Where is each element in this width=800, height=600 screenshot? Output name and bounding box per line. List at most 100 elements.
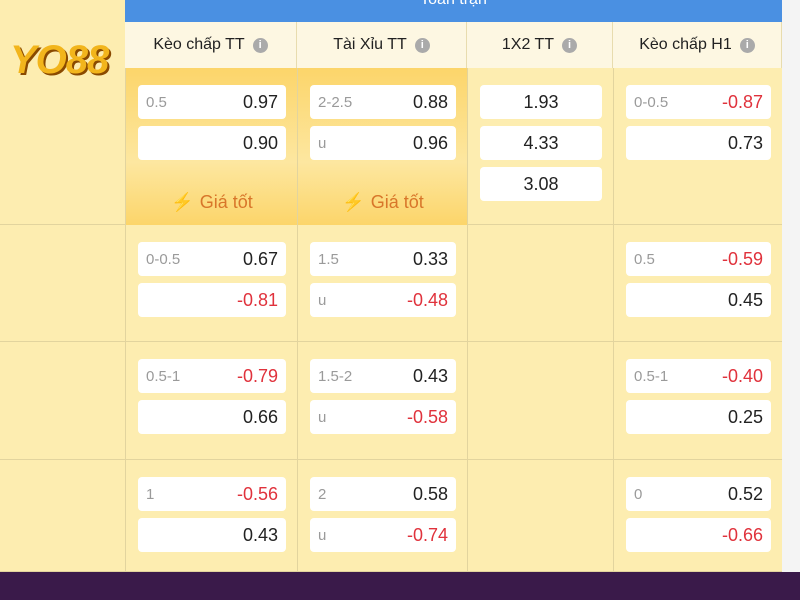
odds-cell: 0.5 0.97 0.90 ⚡ Giá tốt <box>125 68 297 225</box>
odds-value: 0.52 <box>727 483 763 504</box>
odds-value: 0.43 <box>412 365 448 386</box>
odds-value: -0.81 <box>236 289 278 310</box>
odds-box[interactable]: 0-0.5 0.67 <box>138 242 286 276</box>
odds-box[interactable]: 1.93 <box>480 85 602 119</box>
odds-cell: 0.5 -0.59 0.45 <box>613 225 782 342</box>
odds-line: u <box>318 408 327 426</box>
row-divider <box>0 341 782 342</box>
odds-value: 3.08 <box>523 173 559 194</box>
odds-cell: 0.5-1 -0.79 0.66 <box>125 342 297 460</box>
odds-box[interactable]: u -0.74 <box>310 518 456 552</box>
column-title: Kèo chấp H1 <box>639 36 732 53</box>
odds-box[interactable]: 0.5 0.97 <box>138 85 286 119</box>
scroll-area <box>782 0 800 572</box>
header-title: Toàn trận <box>125 0 782 9</box>
odds-value: -0.66 <box>721 524 763 545</box>
odds-cell: 0-0.5 0.67 -0.81 <box>125 225 297 342</box>
bolt-icon: ⚡ <box>342 192 365 212</box>
odds-value: 0.97 <box>242 91 278 112</box>
odds-line: 1.5-2 <box>318 367 353 385</box>
odds-value: 0.73 <box>727 132 763 153</box>
odds-box[interactable]: 0.5-1 -0.79 <box>138 359 286 393</box>
odds-value: 0.88 <box>412 91 448 112</box>
odds-cell: 0-0.5 -0.87 0.73 <box>613 68 782 225</box>
odds-box[interactable]: 0.5-1 -0.40 <box>626 359 771 393</box>
odds-value: 0.45 <box>727 289 763 310</box>
odds-value: 0.33 <box>412 248 448 269</box>
header-bar: Toàn trận <box>125 0 782 22</box>
info-icon: i <box>562 37 578 53</box>
odds-value: 0.66 <box>242 406 278 427</box>
footer-bar <box>0 572 800 600</box>
odds-box[interactable]: 0.5 -0.59 <box>626 242 771 276</box>
odds-box[interactable]: 0.45 <box>626 283 771 317</box>
odds-cell: 1.5 0.33 u -0.48 <box>297 225 467 342</box>
odds-line: u <box>318 526 327 544</box>
row-divider <box>0 571 782 572</box>
odds-box[interactable]: 0-0.5 -0.87 <box>626 85 771 119</box>
odds-value: -0.48 <box>406 289 448 310</box>
column-header: Kèo chấp TT i <box>125 22 297 68</box>
odds-cell: 1 -0.56 0.43 <box>125 460 297 572</box>
odds-box[interactable]: 1.5 0.33 <box>310 242 456 276</box>
best-price-badge: ⚡ Giá tốt <box>298 192 468 213</box>
odds-value: -0.87 <box>721 91 763 112</box>
logo: YO88 <box>10 38 109 82</box>
odds-value: 0.25 <box>727 406 763 427</box>
odds-value: -0.56 <box>236 483 278 504</box>
odds-box[interactable]: -0.81 <box>138 283 286 317</box>
odds-value: 0.90 <box>242 132 278 153</box>
badge-text: Giá tốt <box>199 192 253 212</box>
odds-value: 1.93 <box>523 91 559 112</box>
odds-line: 1.5 <box>318 250 339 268</box>
odds-box[interactable]: u -0.58 <box>310 400 456 434</box>
info-icon: i <box>739 37 755 53</box>
odds-box[interactable]: 0.90 <box>138 126 286 160</box>
odds-cell: 0 0.52 -0.66 <box>613 460 782 572</box>
odds-box[interactable]: 0 0.52 <box>626 477 771 511</box>
odds-line: 0.5-1 <box>634 367 669 385</box>
odds-box[interactable]: u 0.96 <box>310 126 456 160</box>
odds-box[interactable]: 1.5-2 0.43 <box>310 359 456 393</box>
info-icon: i <box>252 37 268 53</box>
column-header: Tài Xỉu TT i <box>297 22 467 68</box>
odds-box[interactable]: 3.08 <box>480 167 602 201</box>
column-header: Kèo chấp H1 i <box>613 22 782 68</box>
odds-box[interactable]: 0.43 <box>138 518 286 552</box>
info-icon: i <box>414 37 430 53</box>
odds-line: 0 <box>634 485 643 503</box>
odds-box[interactable]: 0.73 <box>626 126 771 160</box>
odds-cell: 0.5-1 -0.40 0.25 <box>613 342 782 460</box>
odds-box[interactable]: 1 -0.56 <box>138 477 286 511</box>
odds-line: 0-0.5 <box>634 93 669 111</box>
best-price-badge: ⚡ Giá tốt <box>126 192 298 213</box>
odds-line: 0.5-1 <box>146 367 181 385</box>
odds-box[interactable]: -0.66 <box>626 518 771 552</box>
odds-box[interactable]: 2 0.58 <box>310 477 456 511</box>
odds-value: -0.40 <box>721 365 763 386</box>
odds-value: -0.58 <box>406 406 448 427</box>
odds-box[interactable]: u -0.48 <box>310 283 456 317</box>
odds-box[interactable]: 0.25 <box>626 400 771 434</box>
odds-box[interactable]: 2-2.5 0.88 <box>310 85 456 119</box>
column-header: 1X2 TT i <box>467 22 613 68</box>
odds-value: 0.58 <box>412 483 448 504</box>
odds-line: 2-2.5 <box>318 93 353 111</box>
odds-value: 0.96 <box>412 132 448 153</box>
odds-value: -0.74 <box>406 524 448 545</box>
odds-line: u <box>318 134 327 152</box>
odds-value: -0.79 <box>236 365 278 386</box>
odds-cell <box>467 342 613 460</box>
odds-box[interactable]: 4.33 <box>480 126 602 160</box>
odds-cell: 2-2.5 0.88 u 0.96 ⚡ Giá tốt <box>297 68 467 225</box>
row-divider <box>0 459 782 460</box>
odds-line: 1 <box>146 485 155 503</box>
column-title: 1X2 TT <box>501 36 555 53</box>
odds-line: 0-0.5 <box>146 250 181 268</box>
column-title: Tài Xỉu TT <box>333 36 407 53</box>
badge-text: Giá tốt <box>370 192 424 212</box>
bolt-icon: ⚡ <box>171 192 194 212</box>
odds-box[interactable]: 0.66 <box>138 400 286 434</box>
odds-value: 0.43 <box>242 524 278 545</box>
